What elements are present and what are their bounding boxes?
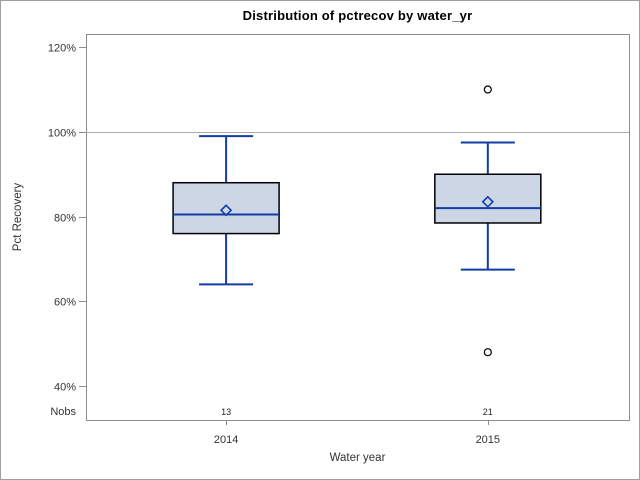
outlier-point	[483, 85, 492, 94]
mean-diamond	[481, 195, 494, 208]
x-axis-title: Water year	[329, 452, 386, 464]
x-tick-label: 2015	[476, 434, 500, 446]
boxplot-group-2015: 2015 21	[434, 85, 542, 446]
nobs-value: 21	[483, 407, 493, 417]
y-axis-title: Pct Recovery	[12, 182, 24, 252]
y-tick-label: 100%	[48, 128, 76, 140]
outlier-point	[483, 348, 492, 357]
y-tick-label: 120%	[48, 43, 76, 55]
nobs-value: 13	[221, 407, 231, 417]
y-tick-label: 40%	[54, 382, 76, 394]
mean-diamond	[219, 204, 233, 217]
plot-area-border	[86, 34, 630, 421]
y-tick-label: 80%	[54, 213, 76, 225]
iqr-box	[434, 173, 542, 224]
chart-title: Distribution of pctrecov by water_yr	[242, 8, 473, 23]
x-tick-label: 2014	[214, 434, 238, 446]
boxplot-group-2014: 2014 13	[172, 135, 280, 446]
nobs-row-label: Nobs	[50, 406, 76, 418]
iqr-box	[172, 181, 280, 235]
y-tick-label: 60%	[54, 297, 76, 309]
